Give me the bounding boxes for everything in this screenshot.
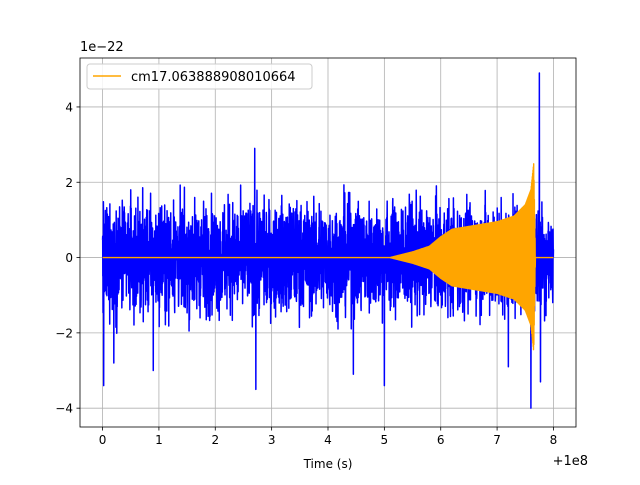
x-tick-label: 0 <box>99 433 107 447</box>
y-tick-label: −4 <box>55 402 73 416</box>
y-tick-label: 0 <box>65 251 73 265</box>
y-tick-label: −2 <box>55 326 73 340</box>
plot-frame <box>79 57 577 428</box>
x-tick-label: 8 <box>550 433 558 447</box>
series-line-cm17 <box>102 163 554 351</box>
x-offset-label: +1e8 <box>553 454 588 469</box>
y-tick-label: 4 <box>65 100 73 114</box>
x-tick-label: 2 <box>211 433 219 447</box>
x-axis-label: Time (s) <box>303 457 353 471</box>
legend-box <box>86 63 313 90</box>
x-tick-label: 3 <box>268 433 276 447</box>
x-tick-label: 6 <box>437 433 445 447</box>
series-lines <box>101 72 555 409</box>
axis-ticks: 0 1 2 3 4 5 6 7 8 −4 −2 0 2 4 <box>55 100 557 447</box>
x-tick-label: 1 <box>155 433 163 447</box>
x-tick-label: 4 <box>324 433 332 447</box>
y-tick-label: 2 <box>65 176 73 190</box>
x-tick-label: 7 <box>493 433 501 447</box>
x-tick-label: 5 <box>381 433 389 447</box>
legend: cm17.063888908010664 <box>86 63 313 90</box>
y-scale-label: 1e−22 <box>80 40 124 55</box>
legend-label-cm17: cm17.063888908010664 <box>131 70 296 85</box>
